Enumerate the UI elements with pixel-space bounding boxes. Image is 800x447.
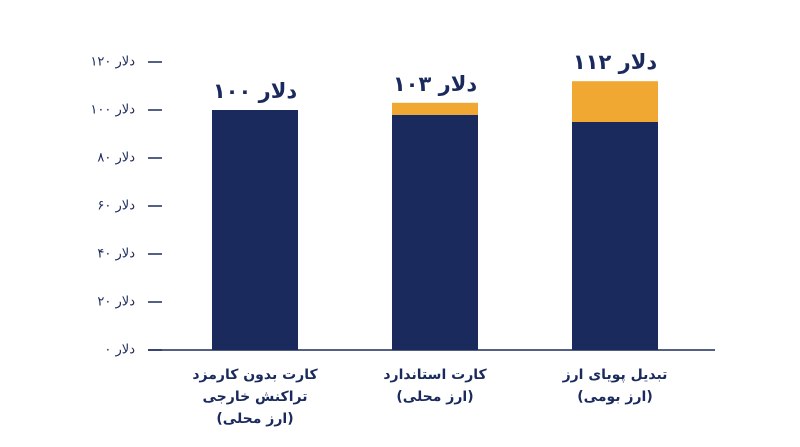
total-label: ۱۰۳ دلار [393, 72, 477, 96]
bar-segment [212, 110, 298, 350]
bar-segment [572, 122, 658, 350]
x-tick-label: تبدیل پویای ارز [562, 367, 668, 383]
total-label: ۱۰۰ دلار [213, 79, 297, 103]
bar-segment [392, 114, 478, 350]
y-tick-label: ۲۰ دلار [97, 295, 135, 310]
y-tick-label: ۰ دلار [104, 343, 135, 358]
y-tick-label: ۸۰ دلار [97, 151, 135, 166]
x-tick-label: کارت بدون کارمزد [192, 367, 318, 383]
x-tick-label: (ارز محلی) [216, 411, 293, 427]
x-tick-label: (ارز محلی) [396, 389, 473, 405]
y-tick-label: ۴۰ دلار [97, 247, 135, 262]
bar-segment [392, 102, 478, 115]
total-label: ۱۱۲ دلار [573, 50, 657, 74]
y-tick-label: ۱۲۰ دلار [90, 55, 135, 70]
x-tick-label: کارت استاندارد [383, 367, 487, 383]
y-tick-label: ۱۰۰ دلار [90, 103, 135, 118]
y-tick-label: ۶۰ دلار [97, 199, 135, 214]
x-tick-label: (ارز بومی) [577, 389, 652, 405]
bar-segment [572, 81, 658, 122]
x-tick-label: تراکنش خارجی [203, 389, 308, 405]
